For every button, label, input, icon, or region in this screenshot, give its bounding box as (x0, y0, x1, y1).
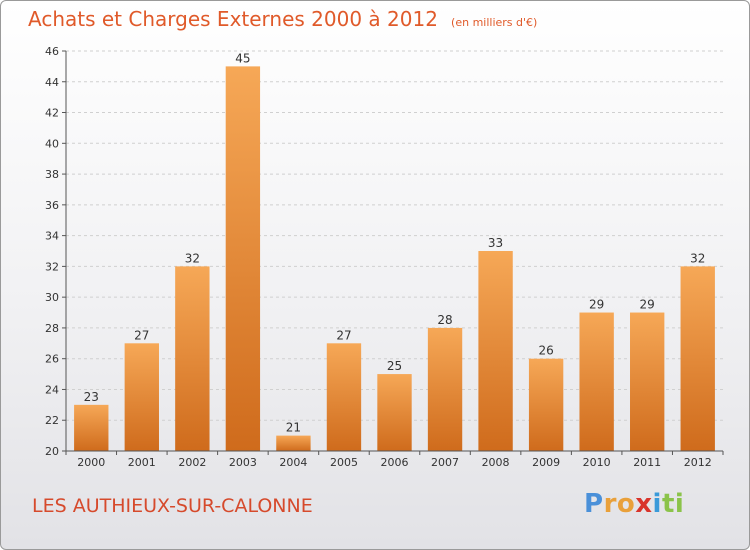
y-tick-label: 20 (45, 445, 59, 458)
bar-value-label: 27 (134, 328, 149, 342)
chart-title-block: Achats et Charges Externes 2000 à 2012 (… (28, 7, 537, 31)
y-tick-label: 44 (45, 76, 59, 89)
bar-value-label: 32 (690, 251, 705, 265)
logo-letter: o (616, 489, 636, 519)
bar-value-label: 33 (488, 236, 503, 250)
bar-value-label: 45 (235, 51, 250, 65)
bar-value-label: 25 (387, 359, 402, 373)
x-tick-label: 2007 (431, 456, 459, 469)
x-tick-label: 2009 (532, 456, 560, 469)
y-tick-label: 40 (45, 137, 59, 150)
bar-2000 (74, 404, 109, 451)
labels: 20 22 24 26 28 30 32 34 36 38 40 42 44 46 23 2000 27 2001… (45, 45, 712, 469)
chart-unit-note: (en milliers d'€) (451, 16, 538, 29)
bar-value-label: 26 (538, 344, 553, 358)
y-tick-label: 30 (45, 291, 59, 304)
bars (74, 66, 715, 451)
logo-letter: i (674, 489, 685, 519)
y-tick-label: 24 (45, 383, 59, 396)
logo-letter: x (635, 489, 653, 519)
bar-2010 (579, 312, 614, 451)
bar-2004 (276, 435, 311, 451)
x-tick-label: 2001 (128, 456, 156, 469)
x-tick-label: 2000 (77, 456, 105, 469)
y-tick-label: 22 (45, 414, 59, 427)
y-tick-label: 46 (45, 45, 59, 58)
bar-2012 (680, 266, 715, 451)
x-tick-label: 2012 (684, 456, 712, 469)
bar-2001 (124, 343, 159, 451)
y-tick-label: 38 (45, 168, 59, 181)
proxiti-logo[interactable]: Proxiti (584, 489, 684, 519)
bar-2011 (630, 312, 665, 451)
commune-name: LES AUTHIEUX-SUR-CALONNE (32, 495, 313, 517)
bar-2002 (175, 266, 210, 451)
bar-value-label: 21 (286, 421, 301, 435)
bar-value-label: 29 (589, 298, 604, 312)
y-tick-label: 32 (45, 260, 59, 273)
chart-title: Achats et Charges Externes 2000 à 2012 (28, 7, 438, 31)
logo-letter: t (661, 489, 675, 519)
bar-value-label: 23 (84, 390, 99, 404)
bar-value-label: 29 (640, 298, 655, 312)
y-tick-label: 42 (45, 107, 59, 120)
logo-letter: i (652, 489, 662, 519)
y-tick-label: 26 (45, 353, 59, 366)
logo-letter: P (584, 489, 604, 519)
bar-2007 (427, 327, 463, 451)
axes (62, 50, 724, 455)
bar-2003 (225, 66, 261, 451)
bar-2008 (478, 251, 513, 451)
bar-value-label: 28 (437, 313, 452, 327)
y-tick-label: 28 (45, 322, 59, 335)
x-tick-label: 2006 (381, 456, 409, 469)
x-tick-label: 2010 (583, 456, 611, 469)
x-tick-label: 2011 (633, 456, 661, 469)
y-tick-label: 36 (45, 199, 59, 212)
bar-value-label: 27 (336, 328, 351, 342)
logo-letter: r (603, 489, 617, 519)
bar-value-label: 32 (185, 251, 200, 265)
x-tick-label: 2003 (229, 456, 257, 469)
bar-2006 (377, 374, 412, 451)
x-tick-label: 2008 (482, 456, 510, 469)
bar-2009 (528, 358, 564, 451)
y-tick-label: 34 (45, 230, 59, 243)
x-tick-label: 2005 (330, 456, 358, 469)
x-tick-label: 2004 (279, 456, 307, 469)
bar-2005 (326, 343, 362, 451)
x-tick-label: 2002 (178, 456, 206, 469)
